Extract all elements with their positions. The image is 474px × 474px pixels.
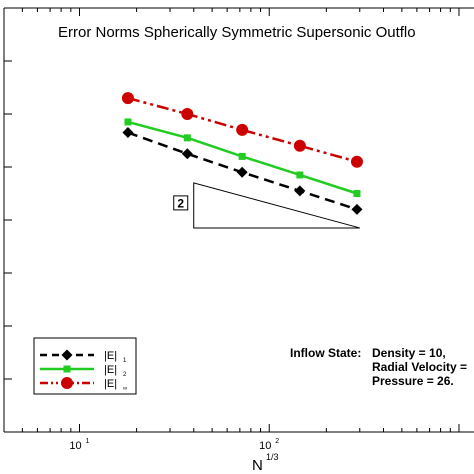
legend-entry-2: |E| 2 (40, 364, 127, 378)
data-point (181, 148, 193, 160)
x-tick-label-exponent: 2 (275, 438, 279, 445)
data-point (293, 139, 306, 152)
legend-label: |E| (104, 350, 117, 362)
inflow-annotation: Inflow State: Density = 10, Radial Veloc… (290, 346, 467, 388)
y-axis-ticks (4, 60, 12, 380)
annotation-line-2: Radial Velocity = (372, 360, 467, 374)
x-axis-label-exponent: 1/3 (266, 452, 279, 462)
annotation-line-3: Pressure = 26. (372, 374, 454, 388)
legend-swatch-marker (63, 365, 71, 373)
legend-entry-3: |E| ∞ (40, 377, 127, 392)
data-point (351, 203, 363, 215)
x-tick-label: 10 (69, 440, 81, 452)
legend-label-subscript: 2 (123, 372, 127, 378)
slope-label: 2 (177, 196, 184, 210)
series-line (127, 96, 358, 163)
legend-label: |E| (104, 364, 117, 376)
legend-entry-1: |E| 1 (40, 349, 127, 364)
data-point (353, 190, 361, 197)
legend-label: |E| (104, 378, 117, 390)
x-tick-label-exponent: 1 (86, 438, 90, 445)
legend-swatch-marker (61, 377, 73, 389)
legend-label-subscript: 1 (123, 358, 127, 364)
x-axis-label-base: N (252, 457, 263, 474)
legend-label-subscript: ∞ (123, 386, 127, 392)
series-1 (122, 127, 363, 215)
series-2 (124, 118, 361, 197)
data-point (236, 123, 249, 136)
x-axis-label: N 1/3 (252, 452, 279, 474)
data-point (124, 118, 132, 126)
slope-triangle: 2 (173, 182, 360, 229)
data-point (183, 134, 191, 142)
data-point (181, 108, 194, 120)
data-point (294, 185, 306, 197)
x-tick-label: 10 (259, 440, 271, 452)
annotation-key: Inflow State: (290, 346, 361, 360)
chart-title: Error Norms Spherically Symmetric Supers… (58, 24, 416, 41)
data-point (296, 171, 304, 179)
annotation-line-1: Density = 10, (372, 346, 446, 360)
data-point (121, 92, 134, 105)
legend: |E| 1 |E| 2 |E| ∞ (33, 337, 137, 395)
slope-triangle-shape (193, 182, 360, 229)
series-layer (121, 92, 363, 215)
data-point (122, 127, 134, 139)
data-point (350, 155, 363, 168)
slope-label-box (173, 195, 189, 211)
legend-swatch-marker (61, 349, 73, 361)
x-axis-ticks: 10 1 10 2 (3, 8, 460, 452)
series-3 (121, 92, 363, 168)
data-point (236, 166, 248, 178)
legend-box (33, 337, 137, 395)
data-point (238, 152, 246, 160)
